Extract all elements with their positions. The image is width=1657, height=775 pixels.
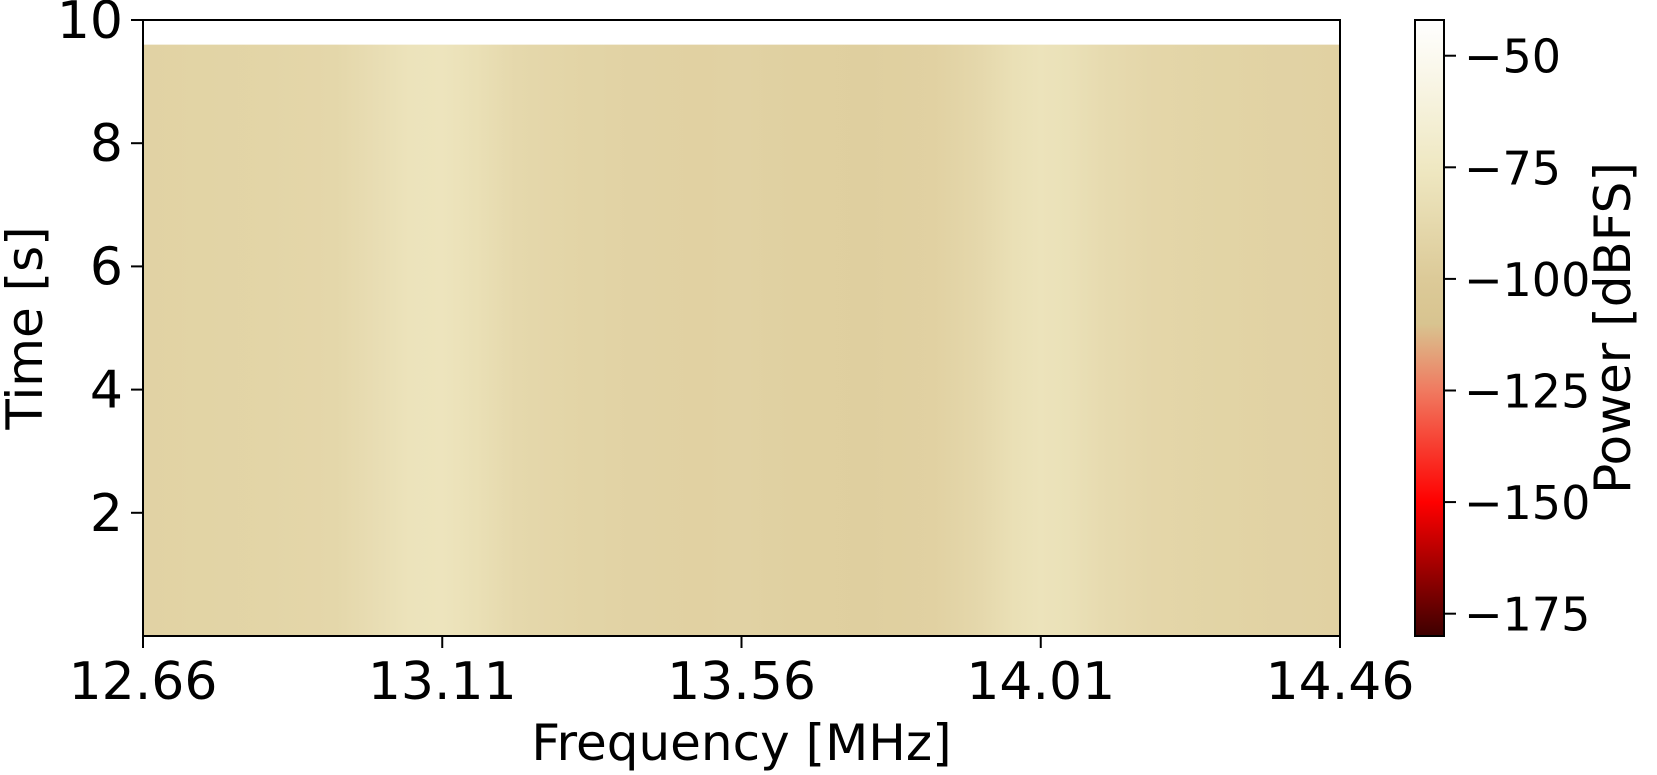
colorbar-tick-label: −50: [1464, 30, 1561, 84]
y-tick-label: 6: [90, 237, 123, 297]
colorbar-label: Power [dBFS]: [1584, 162, 1642, 494]
colorbar-tick-label: −125: [1464, 364, 1590, 418]
x-axis-ticks: 12.66 13.11 13.56 14.01 14.46: [69, 636, 1415, 712]
x-axis-label: Frequency [MHz]: [531, 714, 951, 772]
x-tick-label: 12.66: [69, 652, 218, 712]
x-tick-label: 13.11: [368, 652, 517, 712]
colorbar-ticks: −50 −75 −100 −125 −150 −175: [1444, 30, 1590, 642]
y-tick-label: 10: [57, 0, 123, 51]
y-tick-label: 4: [90, 361, 123, 421]
y-axis-label: Time [s]: [0, 226, 54, 430]
spectrogram-heatmap: [143, 44, 1340, 636]
colorbar-tick-label: −150: [1464, 476, 1590, 530]
colorbar-gradient: [1415, 20, 1444, 636]
x-tick-label: 14.46: [1266, 652, 1415, 712]
colorbar-tick-label: −100: [1464, 253, 1590, 307]
y-tick-label: 8: [90, 114, 123, 174]
colorbar-frame: [1414, 19, 1445, 637]
colorbar-tick-label: −175: [1464, 588, 1590, 642]
y-axis-ticks: 2 4 6 8 10: [57, 0, 143, 544]
x-tick-label: 13.56: [667, 652, 816, 712]
colorbar-tick-label: −75: [1464, 141, 1561, 195]
y-tick-label: 2: [90, 484, 123, 544]
x-tick-label: 14.01: [966, 652, 1115, 712]
